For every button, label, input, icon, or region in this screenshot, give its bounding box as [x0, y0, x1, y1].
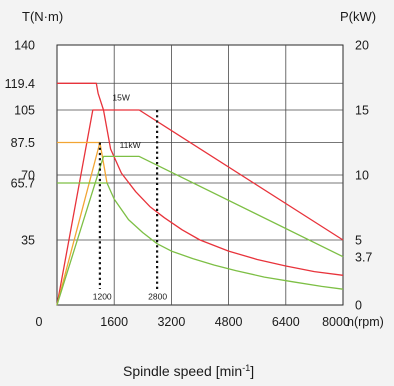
right-axis-title: P(kW) [340, 9, 376, 24]
dotted-markers [98, 110, 159, 289]
series-lines [56, 82, 344, 306]
left-tick-label-5: 65.7 [11, 176, 35, 190]
left-tick-label-2: 105 [14, 104, 35, 118]
x-tick-label-1: 1600 [100, 315, 128, 329]
right-tick-label-0: 20 [355, 39, 369, 53]
annotations: 15W 11kW 1200 2800 [93, 93, 168, 302]
annotation-0: 15W [112, 93, 129, 103]
right-axis-ticks: 20 15 10 5 3.7 0 [355, 39, 372, 313]
left-tick-label-0: 140 [14, 39, 35, 53]
annotation-1: 11kW [120, 140, 141, 150]
series-line-1 [56, 109, 344, 306]
left-axis-title: T(N·m) [22, 9, 63, 24]
series-line-4 [57, 182, 344, 290]
left-tick-label-4: 70 [21, 169, 35, 183]
annotation-2: 1200 [93, 291, 112, 301]
x-axis-unit: n(rpm) [347, 315, 384, 329]
x-tick-label-3: 4800 [215, 315, 243, 329]
annotation-3: 2800 [148, 291, 167, 301]
right-tick-label-4: 3.7 [355, 250, 372, 264]
x-tick-label-4: 6400 [272, 315, 300, 329]
right-tick-label-5: 0 [355, 299, 362, 313]
series-line-0 [57, 82, 344, 276]
x-tick-label-0: 0 [36, 315, 43, 329]
right-tick-label-1: 15 [355, 104, 369, 118]
x-tick-label-5: 8000 [322, 315, 350, 329]
right-tick-label-2: 10 [355, 169, 369, 183]
x-tick-label-2: 3200 [157, 315, 185, 329]
right-tick-label-3: 5 [355, 234, 362, 248]
series-line-5 [56, 155, 344, 306]
left-tick-label-6: 35 [21, 234, 35, 248]
x-axis-caption: Spindle speed [min-1] [123, 363, 254, 379]
left-tick-label-3: 87.5 [11, 136, 35, 150]
left-tick-label-1: 119.4 [5, 77, 35, 91]
